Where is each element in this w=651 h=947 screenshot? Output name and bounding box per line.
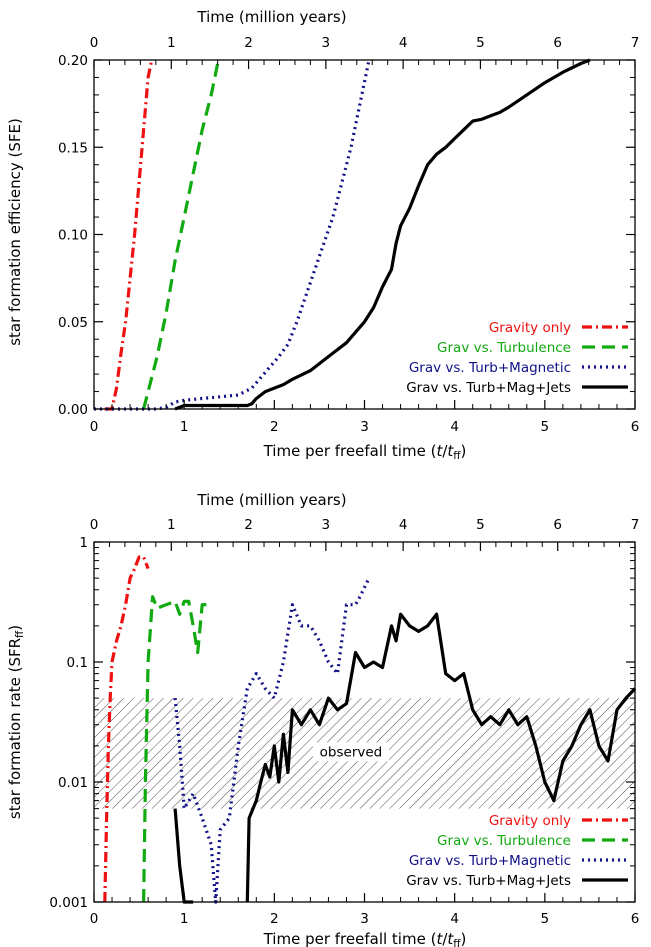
series-line [103,555,150,903]
y-tick-label: 0.10 [58,228,88,244]
series-line [104,59,154,411]
x-tick-label: 6 [631,911,640,927]
legend-label: Grav vs. Turbulence [437,340,571,356]
y-tick-label: 0.1 [67,655,88,671]
top-tick-label: 0 [90,35,99,51]
x-tick-label: 4 [450,419,459,435]
sfe-y-axis-title: star formation efficiency (SFE) [6,118,24,346]
x-tick-label: 3 [360,911,369,927]
top-tick-label: 2 [244,517,253,533]
sfe-x-axis-title: Time per freefall time (t/tff) [263,442,467,462]
legend-label: Gravity only [489,320,571,336]
top-tick-label: 1 [167,517,176,533]
legend-label: Grav vs. Turb+Magnetic [409,853,571,869]
sfr-y-axis-title: star formation rate (SFRff) [6,625,26,819]
legend-label: Grav vs. Turb+Mag+Jets [406,873,571,889]
y-tick-label: 1 [79,535,88,551]
legend-label: Grav vs. Turb+Magnetic [409,360,571,376]
observed-label-background [312,742,389,762]
y-tick-label: 0.05 [58,315,88,331]
y-tick-label: 0.15 [58,140,88,156]
legend-label: Grav vs. Turb+Mag+Jets [406,380,571,396]
x-tick-label: 0 [90,911,99,927]
sfe-plot-frame [93,59,636,410]
top-tick-label: 1 [167,35,176,51]
x-tick-label: 1 [180,419,189,435]
series-line [245,612,637,903]
legend-label: Grav vs. Turbulence [437,833,571,849]
x-tick-label: 2 [270,911,279,927]
top-axis-title: Time (million years) [196,491,346,509]
y-tick-label: 0.20 [58,53,88,69]
series-line [94,59,371,411]
x-tick-label: 5 [541,419,550,435]
top-tick-label: 4 [399,517,408,533]
x-tick-label: 3 [360,419,369,435]
top-tick-label: 6 [553,517,562,533]
sfe-series-group [94,58,591,411]
y-tick-label: 0.01 [58,775,88,791]
legend-label: Gravity only [489,813,571,829]
series-line [173,577,371,904]
sfr-panel: Time (million years) observed 0 1 2 3 4 5 60 1 2… [6,491,639,947]
x-tick-label: 5 [541,911,550,927]
series-line [142,59,220,410]
y-tick-label: 0.00 [58,402,88,418]
x-tick-label: 6 [631,419,640,435]
sfr-legend: Gravity only Grav vs. Turbulence Grav vs. … [406,813,628,889]
top-tick-label: 2 [244,35,253,51]
x-tick-label: 1 [180,911,189,927]
sfe-legend: Gravity only Grav vs. Turbulence Grav vs. … [406,320,628,396]
series-line [142,595,212,903]
top-tick-label: 0 [90,517,99,533]
x-tick-label: 4 [450,911,459,927]
top-tick-label: 4 [399,35,408,51]
sfe-tick-group: 0 1 2 3 4 5 6 0 1 2 3 4 5 6 7 0.00 0.05 0.10 0.15 0.20 [58,35,639,435]
observed-label: observed [320,744,383,760]
top-tick-label: 5 [476,35,485,51]
top-axis-title: Time (million years) [196,8,346,26]
top-tick-label: 7 [631,35,640,51]
top-tick-label: 6 [553,35,562,51]
y-tick-label: 0.001 [49,895,88,911]
top-tick-label: 5 [476,517,485,533]
sfe-panel: Time (million years) 0 1 2 3 4 5 6 0 1 2 3 4 5 6 7 0.00… [6,8,639,462]
top-tick-label: 3 [322,517,331,533]
x-tick-label: 0 [90,419,99,435]
series-line [173,808,194,904]
series-line [174,58,591,411]
top-tick-label: 3 [322,35,331,51]
x-tick-label: 2 [270,419,279,435]
top-tick-label: 7 [631,517,640,533]
sfr-x-axis-title: Time per freefall time (t/tff) [263,930,467,947]
